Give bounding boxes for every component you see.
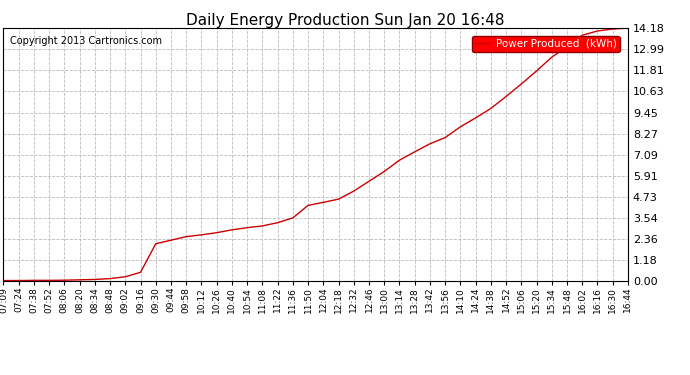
Text: Daily Energy Production Sun Jan 20 16:48: Daily Energy Production Sun Jan 20 16:48 (186, 13, 504, 28)
Legend: Power Produced  (kWh): Power Produced (kWh) (471, 36, 620, 52)
Text: Copyright 2013 Cartronics.com: Copyright 2013 Cartronics.com (10, 36, 161, 46)
